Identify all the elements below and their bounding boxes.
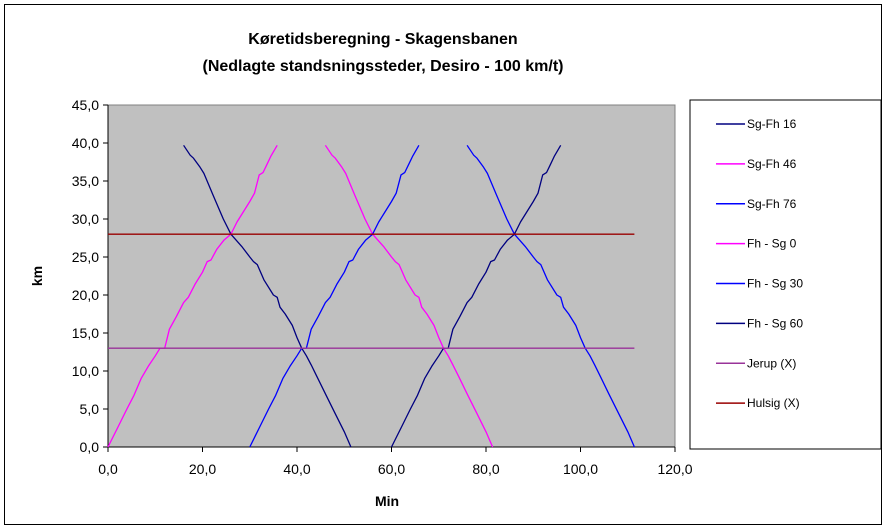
y-tick-label: 30,0 (72, 211, 99, 227)
y-tick-label: 35,0 (72, 173, 99, 189)
legend-label-3: Fh - Sg 0 (747, 237, 797, 251)
legend: Sg-Fh 16 Sg-Fh 46 Sg-Fh 76 Fh - Sg 0 Fh - Sg… (716, 117, 803, 410)
x-tick-label: 60,0 (378, 461, 405, 477)
series-line-2 (466, 144, 635, 448)
y-tick-label: 10,0 (72, 363, 99, 379)
x-tick-label: 20,0 (189, 461, 216, 477)
legend-label-6: Jerup (X) (747, 356, 796, 370)
y-tick-label: 45,0 (72, 97, 99, 113)
x-tick-label: 0,0 (98, 461, 118, 477)
x-tick-label: 100,0 (563, 461, 598, 477)
legend-label-4: Fh - Sg 30 (747, 277, 803, 291)
series-line-4 (249, 144, 420, 448)
legend-label-1: Sg-Fh 46 (747, 157, 797, 171)
y-tick-label: 20,0 (72, 287, 99, 303)
plot-area (107, 104, 676, 448)
chart-subtitle: (Nedlagte standsningssteder, Desiro - 10… (203, 58, 564, 75)
x-tick-label: 120,0 (657, 461, 692, 477)
legend-label-2: Sg-Fh 76 (747, 197, 797, 211)
series-line-3 (107, 144, 278, 448)
chart-title: Køretidsberegning - Skagensbanen (248, 31, 517, 48)
legend-label-5: Fh - Sg 60 (747, 316, 803, 330)
y-axis-label: km (29, 266, 45, 286)
series-line-5 (390, 144, 562, 448)
legend-label-0: Sg-Fh 16 (747, 117, 797, 131)
y-tick-label: 0,0 (80, 439, 100, 455)
legend-label-7: Hulsig (X) (747, 396, 800, 410)
y-tick-label: 25,0 (72, 249, 99, 265)
y-tick-label: 15,0 (72, 325, 99, 341)
series-line-1 (324, 144, 494, 448)
chart-svg: Køretidsberegning - Skagensbanen (Nedlag… (29, 31, 882, 509)
x-axis-label: Min (375, 493, 399, 509)
axes: 0,0 20,0 40,0 60,0 80,0 100,0 120,0 0,0 5,0 10,0 1… (72, 97, 693, 477)
x-tick-label: 80,0 (472, 461, 499, 477)
x-tick-label: 40,0 (283, 461, 310, 477)
series-line-0 (183, 144, 352, 448)
y-tick-label: 40,0 (72, 135, 99, 151)
series-layer (107, 144, 635, 448)
y-tick-label: 5,0 (80, 401, 100, 417)
legend-box (689, 99, 882, 450)
chart-frame: Køretidsberegning - Skagensbanen (Nedlag… (4, 4, 882, 525)
